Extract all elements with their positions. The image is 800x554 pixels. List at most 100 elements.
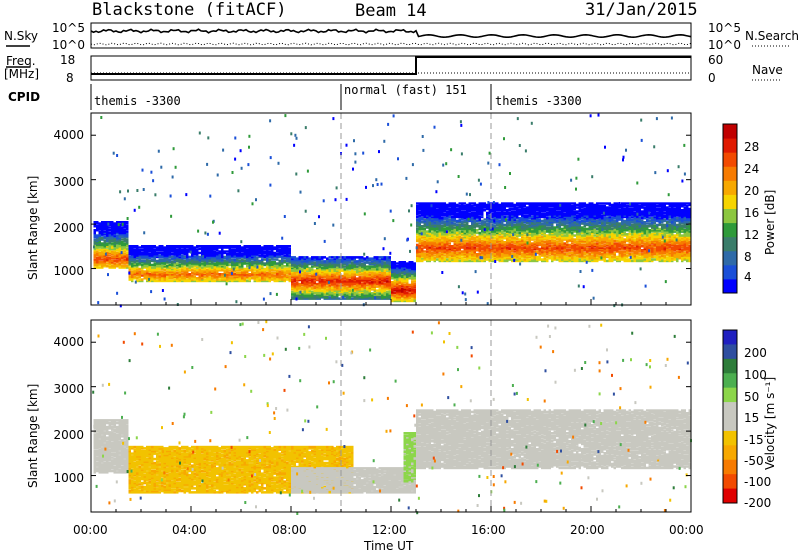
power-cell xyxy=(396,267,399,271)
power-cell xyxy=(213,275,216,279)
power-cell xyxy=(201,278,204,281)
power-cell xyxy=(103,231,106,235)
power-cell xyxy=(366,276,369,279)
power-cell xyxy=(118,257,121,260)
power-cell xyxy=(211,261,214,264)
power-cell xyxy=(393,287,396,291)
power-cell xyxy=(96,253,99,256)
power-cell xyxy=(251,257,254,260)
power-cell xyxy=(276,254,279,257)
power-cell xyxy=(196,246,199,249)
power-cell xyxy=(451,230,454,233)
power-cell xyxy=(176,253,179,256)
power-cell xyxy=(256,262,259,265)
power-cell xyxy=(421,235,424,239)
power-cell xyxy=(226,273,229,276)
power-cell xyxy=(403,266,406,269)
power-cell xyxy=(153,250,156,253)
power-cell xyxy=(518,257,521,260)
power-cell xyxy=(248,277,251,280)
power-cell xyxy=(191,271,194,275)
power-cell xyxy=(241,262,244,265)
power-cell xyxy=(191,262,194,265)
power-cell xyxy=(408,290,411,293)
power-cell xyxy=(286,267,289,271)
power-cell xyxy=(143,251,146,255)
power-cell xyxy=(231,262,234,265)
power-cell xyxy=(318,292,321,295)
power-cell xyxy=(358,294,361,298)
power-cell xyxy=(331,260,334,263)
power-cell xyxy=(263,250,266,253)
power-cell xyxy=(263,262,266,265)
power-cell xyxy=(166,273,169,276)
power-cell xyxy=(443,243,446,247)
power-cell xyxy=(318,269,321,272)
power-cell xyxy=(113,250,116,253)
power-cell xyxy=(428,210,431,213)
power-cell xyxy=(408,283,411,287)
power-cell xyxy=(301,292,304,295)
power-cell xyxy=(193,247,196,251)
power-cell xyxy=(176,262,179,265)
power-cell xyxy=(463,250,466,253)
power-cell xyxy=(421,213,424,216)
power-cell xyxy=(163,254,166,257)
power-cell xyxy=(193,250,196,253)
power-cell xyxy=(513,217,516,220)
power-cell xyxy=(218,259,221,263)
power-cell xyxy=(456,221,459,224)
power-cell xyxy=(501,211,504,215)
power-cell xyxy=(466,255,469,259)
power-cell xyxy=(491,221,494,224)
power-cell xyxy=(276,255,279,259)
power-cell xyxy=(403,269,406,272)
power-cell xyxy=(416,211,419,215)
power-cell xyxy=(173,257,176,260)
power-cell xyxy=(306,282,309,286)
power-cell xyxy=(486,219,489,223)
power-cell xyxy=(333,288,336,291)
power-cell xyxy=(278,278,281,281)
power-cell xyxy=(418,238,421,241)
power-cell xyxy=(121,254,124,257)
power-cell xyxy=(138,271,141,275)
power-cell xyxy=(436,221,439,224)
power-cell xyxy=(426,243,429,247)
power-cell xyxy=(256,275,259,279)
power-cell xyxy=(381,276,384,279)
power-cell xyxy=(291,286,294,290)
power-cell xyxy=(211,277,214,280)
power-cell xyxy=(286,250,289,253)
power-cell xyxy=(483,238,486,241)
power-cell xyxy=(303,281,306,284)
power-cell xyxy=(151,270,154,273)
power-cell xyxy=(196,263,199,267)
power-cell xyxy=(303,273,306,276)
power-cell xyxy=(493,210,496,213)
power-cell xyxy=(153,269,156,272)
power-cell xyxy=(111,259,114,263)
power-cell xyxy=(223,269,226,272)
power-cell xyxy=(166,261,169,264)
power-cell xyxy=(336,256,339,259)
power-cell xyxy=(276,263,279,267)
power-cell xyxy=(483,221,486,224)
power-cell xyxy=(393,274,396,277)
power-cell xyxy=(311,282,314,286)
power-cell xyxy=(153,278,156,281)
power-cell xyxy=(168,274,171,277)
power-cell xyxy=(446,205,449,208)
power-cell xyxy=(493,242,496,245)
power-cell xyxy=(191,275,194,279)
power-cell xyxy=(501,259,504,263)
power-cell xyxy=(486,218,489,221)
power-cell xyxy=(463,259,466,263)
power-cell xyxy=(403,297,406,300)
power-cell xyxy=(391,261,394,264)
power-cell xyxy=(356,273,359,276)
power-cell xyxy=(251,273,254,276)
power-cell xyxy=(373,289,376,292)
power-cell xyxy=(393,285,396,288)
power-cell xyxy=(481,219,484,223)
